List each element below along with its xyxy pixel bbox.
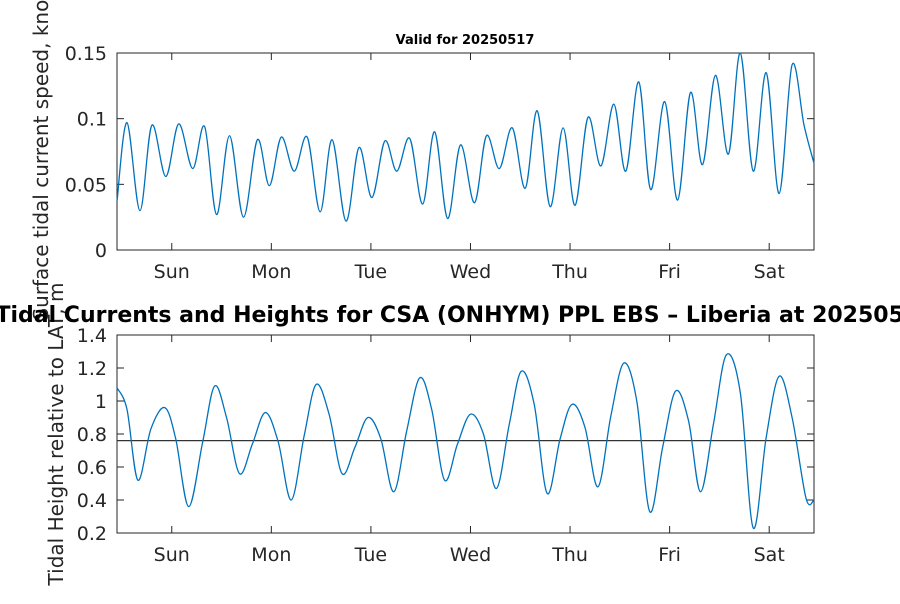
- main-chart-title: Tidal Currents and Heights for CSA (ONHY…: [0, 303, 900, 328]
- tidal-height-y-tick-label: 1.2: [77, 358, 107, 380]
- tidal-height-x-ticks: Sun Mon Tue Wed Thu Fri Sat: [154, 335, 785, 566]
- tidal-height-axes: 0.2 0.4 0.6 0.8 1 1.2 1.4 Sun Mon Tue Wed Thu Fri Sa…: [44, 283, 815, 587]
- tidal-height-x-tick-label-thu: Thu: [551, 544, 588, 566]
- tidal-height-x-tick-label-wed: Wed: [450, 544, 491, 566]
- tidal-height-plot-area: [116, 334, 815, 534]
- tidal-height-series-line: [116, 353, 815, 529]
- current-speed-axes: 0 0.05 0.1 0.15 Sun Mon Tue Wed Thu Fri Sat Valid…: [29, 0, 815, 321]
- current-speed-x-tick-label-sat: Sat: [754, 261, 785, 283]
- tidal-height-x-tick-label-sat: Sat: [754, 544, 785, 566]
- tidal-height-y-ticks: 0.2 0.4 0.6 0.8 1 1.2 1.4: [77, 325, 814, 545]
- tidal-height-y-axis-label: Tidal Height relative to LAT, m: [44, 283, 68, 587]
- current-speed-y-tick-label: 0: [95, 240, 107, 262]
- tidal-height-x-tick-label-fri: Fri: [658, 544, 681, 566]
- current-speed-x-tick-label-fri: Fri: [658, 261, 681, 283]
- tidal-height-y-tick-label: 0.2: [77, 523, 107, 545]
- current-speed-x-ticks: Sun Mon Tue Wed Thu Fri Sat: [154, 53, 785, 283]
- current-speed-y-tick-label: 0.1: [77, 109, 107, 131]
- current-speed-x-tick-label-sun: Sun: [154, 261, 190, 283]
- current-speed-y-tick-label: 0.05: [65, 174, 107, 196]
- top-chart-title: Valid for 20250517: [396, 33, 535, 48]
- tidal-height-x-tick-label-sun: Sun: [154, 544, 190, 566]
- tidal-height-y-tick-label: 0.6: [77, 457, 107, 479]
- tidal-height-y-tick-label: 1: [95, 391, 107, 413]
- tidal-height-y-tick-label: 0.8: [77, 424, 107, 446]
- current-speed-x-tick-label-thu: Thu: [551, 261, 588, 283]
- current-speed-x-tick-label-wed: Wed: [450, 261, 491, 283]
- current-speed-plot-area: [116, 52, 815, 251]
- current-speed-y-ticks: 0 0.05 0.1 0.15: [65, 43, 814, 262]
- tidal-height-y-tick-label: 0.4: [77, 490, 107, 512]
- tidal-height-x-tick-label-mon: Mon: [251, 544, 291, 566]
- current-speed-y-axis-label: Surface tidal current speed, knots: [29, 0, 53, 321]
- tidal-height-y-tick-label: 1.4: [77, 325, 107, 347]
- current-speed-series-line: [116, 52, 815, 222]
- current-speed-y-tick-label: 0.15: [65, 43, 107, 65]
- current-speed-x-tick-label-mon: Mon: [251, 261, 291, 283]
- current-speed-x-tick-label-tue: Tue: [354, 261, 387, 283]
- tidal-height-x-tick-label-tue: Tue: [354, 544, 387, 566]
